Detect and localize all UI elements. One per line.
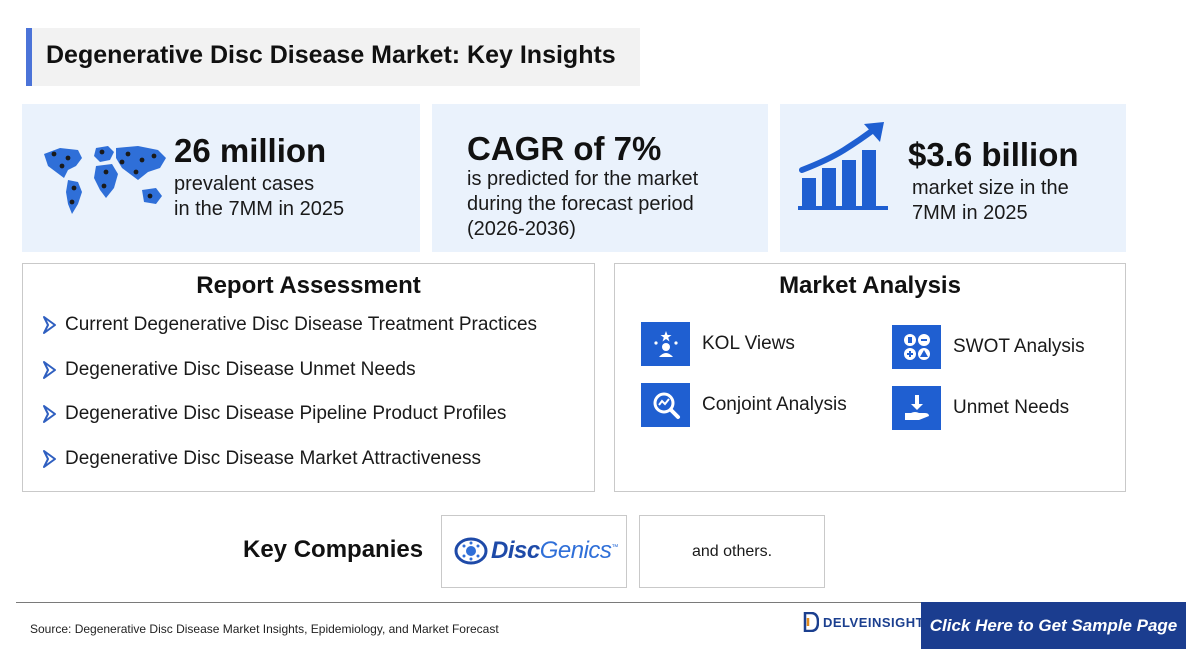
discgenics-logo-icon <box>454 537 488 565</box>
market-analysis-item-unmet-needs: Unmet Needs <box>892 386 1069 430</box>
others-box: and others. <box>639 515 825 588</box>
discgenics-logo: DiscGenics™ <box>454 536 618 566</box>
report-item-label: Degenerative Disc Disease Unmet Needs <box>65 359 416 380</box>
market-analysis-label: Conjoint Analysis <box>702 394 847 415</box>
company-logo-box: DiscGenics™ <box>441 515 627 588</box>
chevron-right-icon <box>43 361 56 379</box>
get-sample-page-button[interactable]: Click Here to Get Sample Page <box>921 602 1186 649</box>
report-item-label: Degenerative Disc Disease Pipeline Produ… <box>65 403 507 424</box>
unmet-needs-icon <box>892 386 941 430</box>
market-analysis-label: SWOT Analysis <box>953 336 1085 357</box>
swot-icon <box>892 325 941 369</box>
conjoint-icon <box>641 383 690 427</box>
market-analysis-item-kol: KOL Views <box>641 322 795 366</box>
report-item-label: Degenerative Disc Disease Market Attract… <box>65 448 482 469</box>
key-companies-label: Key Companies <box>243 536 424 563</box>
stat-card-prevalence: 26 million prevalent cases in the 7MM in… <box>22 104 420 252</box>
list-item: Current Degenerative Disc Disease Treatm… <box>39 312 537 338</box>
market-analysis-title: Market Analysis <box>779 272 961 299</box>
title-accent-bar <box>26 28 32 86</box>
delveinsight-logo: DELVEINSIGHT <box>803 612 924 632</box>
page-title: Degenerative Disc Disease Market: Key In… <box>46 41 616 69</box>
market-analysis-item-conjoint: Conjoint Analysis <box>641 383 847 427</box>
growth-chart-icon <box>798 122 888 210</box>
chevron-right-icon <box>43 450 56 468</box>
list-item: Degenerative Disc Disease Pipeline Produ… <box>39 401 506 427</box>
market-analysis-label: Unmet Needs <box>953 397 1070 418</box>
title-box: Degenerative Disc Disease Market: Key In… <box>26 28 640 86</box>
delveinsight-logo-icon <box>803 612 819 632</box>
market-analysis-label: KOL Views <box>702 333 795 354</box>
chevron-right-icon <box>43 316 56 334</box>
market-analysis-item-swot: SWOT Analysis <box>892 325 1085 369</box>
report-assessment-title: Report Assessment <box>196 272 421 299</box>
delveinsight-brand: DELVEINSIGHT <box>823 614 925 630</box>
footer-divider <box>16 602 1184 603</box>
report-assessment-panel: Report Assessment Current Degenerative D… <box>22 263 595 492</box>
company-name: DiscGenics™ <box>491 537 618 564</box>
kol-icon <box>641 322 690 366</box>
others-text: and others. <box>691 542 773 560</box>
world-map-icon <box>44 146 166 214</box>
stat-value-cagr: CAGR of 7% <box>467 130 662 167</box>
source-text: Source: Degenerative Disc Disease Market… <box>30 622 499 636</box>
stat-desc-market-size: market size in the 7MM in 2025 <box>912 177 1069 224</box>
stat-card-cagr: CAGR of 7% is predicted for the market d… <box>432 104 768 252</box>
stat-desc-cagr: is predicted for the market during the f… <box>467 168 699 240</box>
stat-desc-prevalence: prevalent cases in the 7MM in 2025 <box>174 173 345 220</box>
chevron-right-icon <box>43 405 56 423</box>
stat-card-market-size: $3.6 billion market size in the 7MM in 2… <box>780 104 1126 252</box>
list-item: Degenerative Disc Disease Market Attract… <box>39 446 481 472</box>
report-item-label: Current Degenerative Disc Disease Treatm… <box>65 314 538 335</box>
list-item: Degenerative Disc Disease Unmet Needs <box>39 357 416 383</box>
stat-value-market-size: $3.6 billion <box>908 136 1079 173</box>
stat-value-prevalence: 26 million <box>174 132 327 169</box>
market-analysis-panel: Market Analysis KOL Views SWOT Analysis <box>614 263 1126 492</box>
